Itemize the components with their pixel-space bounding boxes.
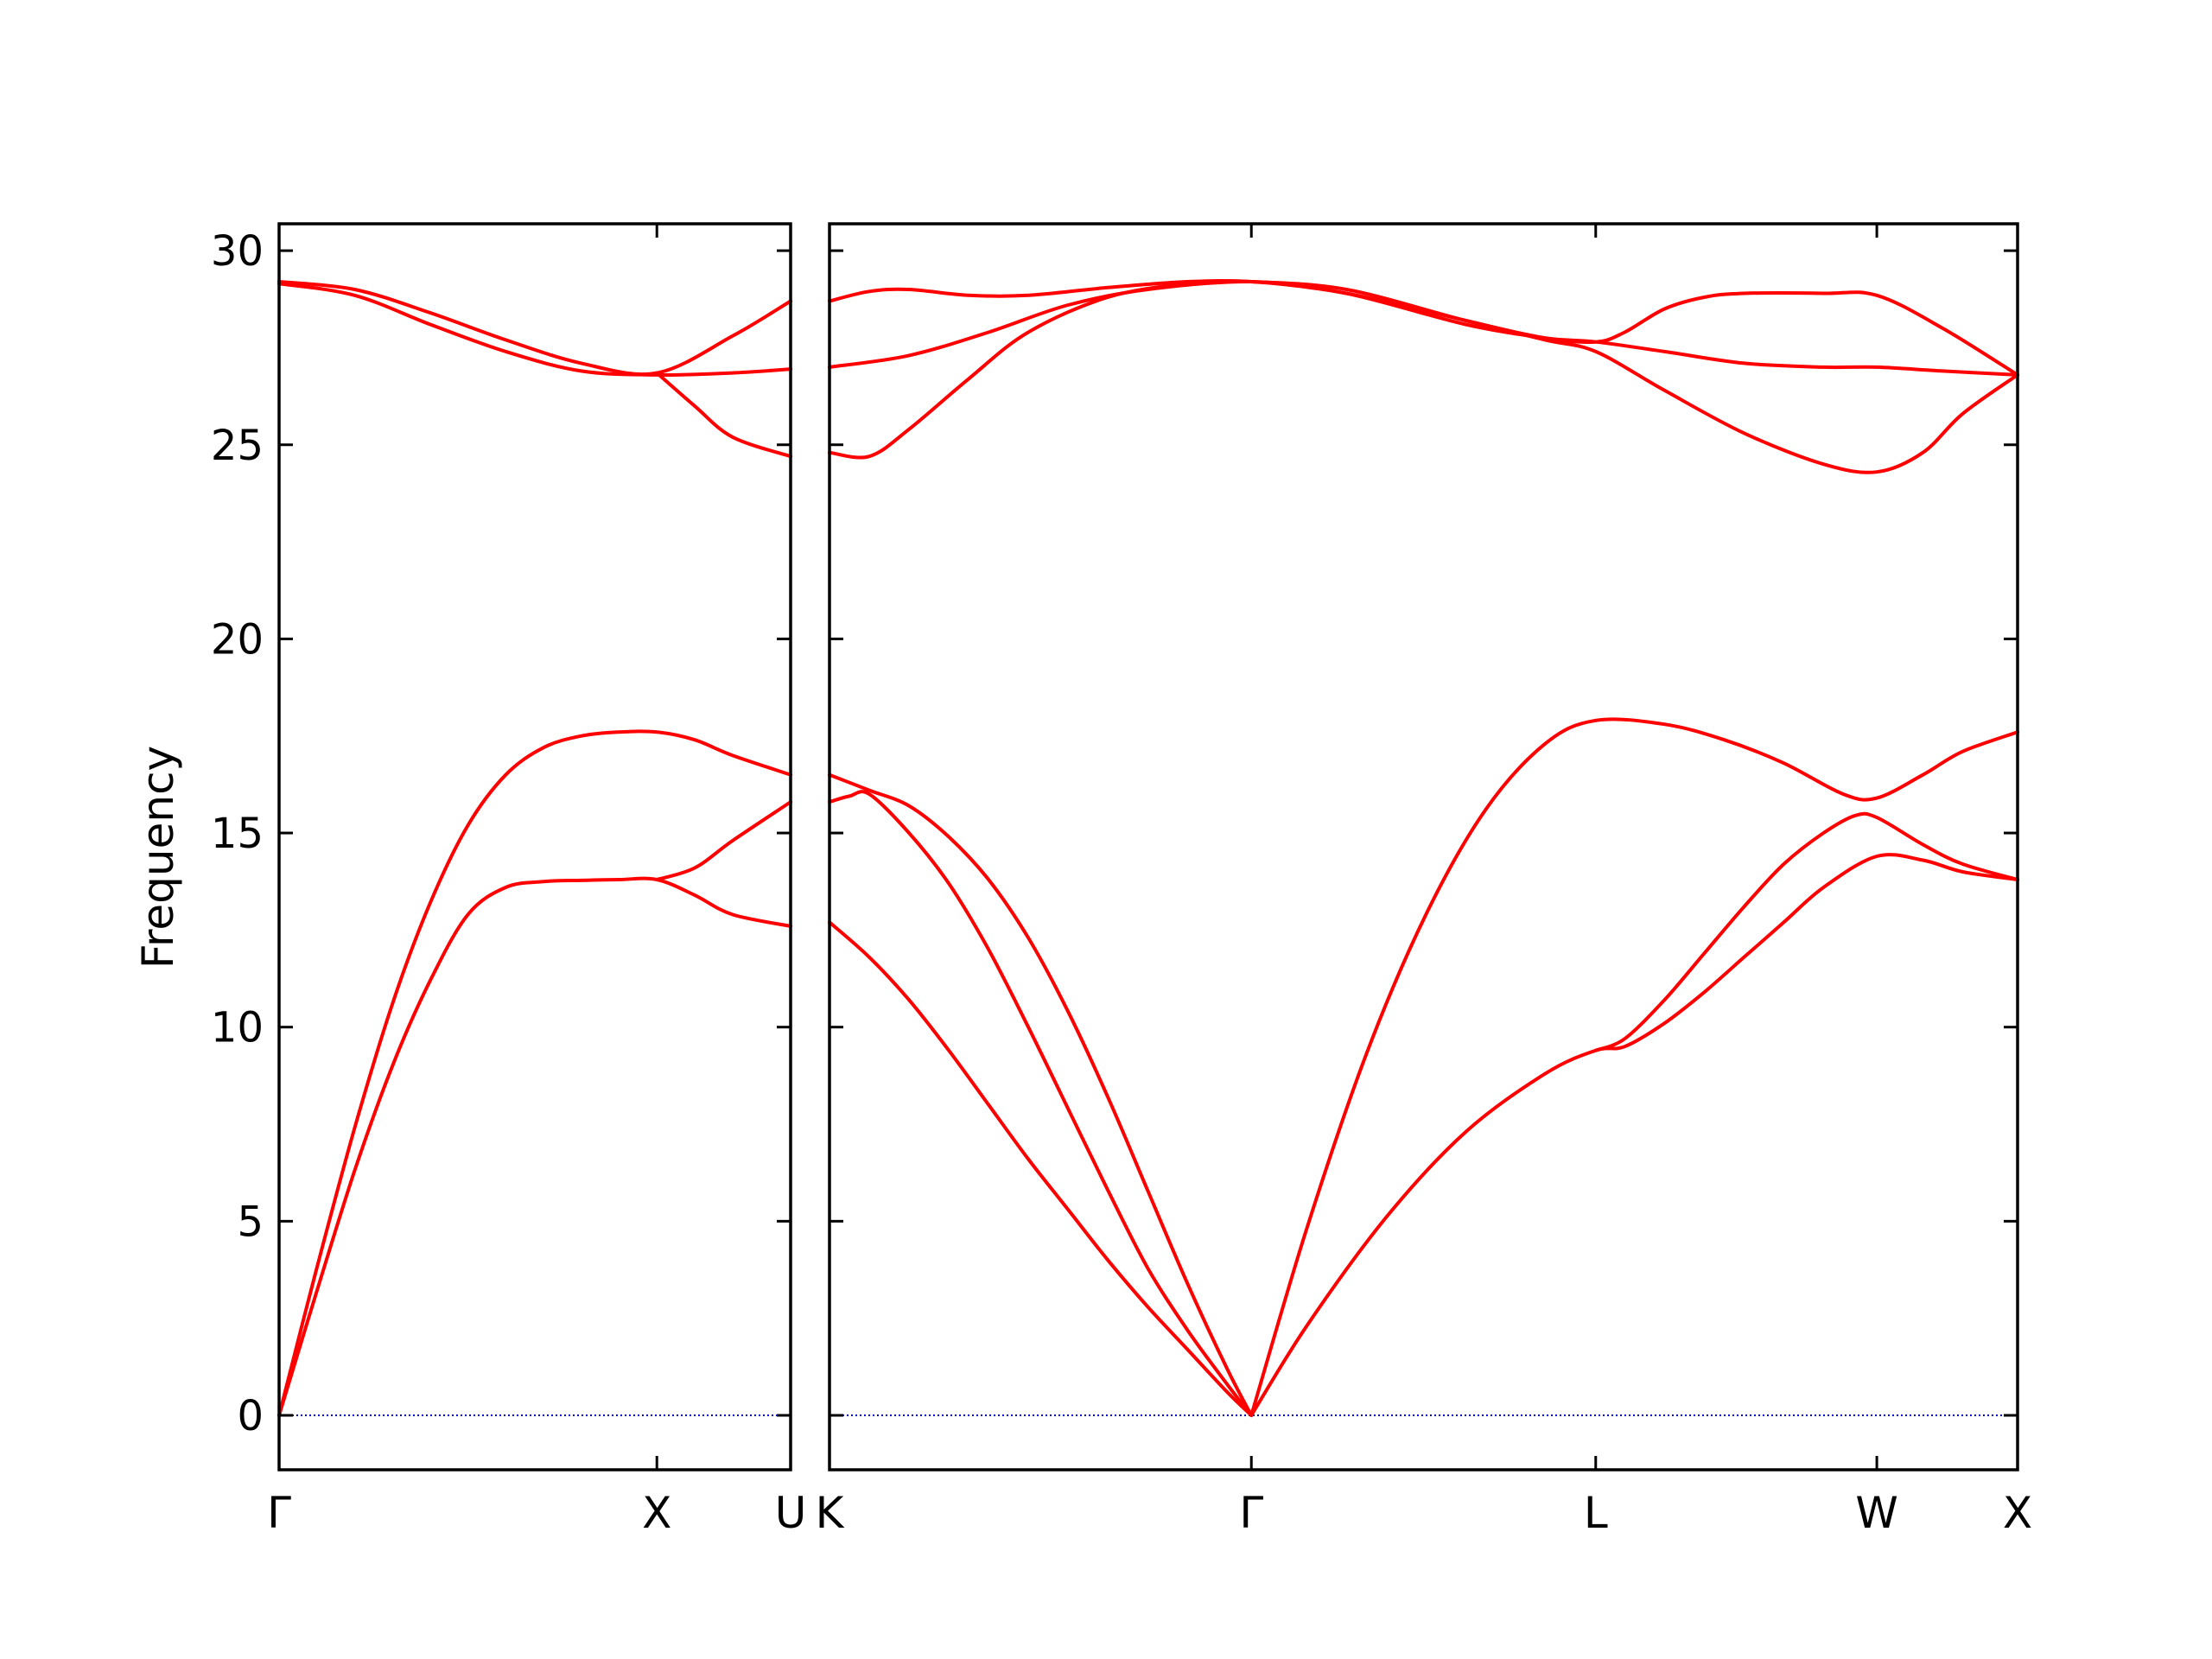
y-tick-label: 15 — [211, 810, 264, 858]
panel-frame — [828, 222, 2019, 1471]
band-1-4 — [277, 282, 792, 377]
band-1-3 — [655, 800, 792, 881]
band-2-9 — [828, 279, 2019, 377]
y-tick-label: 0 — [237, 1392, 264, 1440]
band-2-3 — [828, 772, 1254, 1417]
k-point-label: X — [2003, 1488, 2032, 1538]
k-point-label: Γ — [1239, 1488, 1263, 1538]
k-point-label: U — [775, 1488, 807, 1538]
band-1-1 — [277, 876, 792, 1417]
y-tick-label: 30 — [211, 227, 264, 276]
band-2-5 — [1593, 811, 2019, 1052]
k-point-label: K — [816, 1488, 845, 1538]
band-2-8 — [828, 279, 2019, 377]
y-tick-label: 5 — [237, 1198, 264, 1246]
band-2-6 — [1249, 717, 2019, 1417]
band-1-5 — [277, 280, 792, 377]
band-1-2 — [277, 729, 792, 1417]
y-axis-label: Frequency — [133, 746, 183, 969]
panel-1: 0 5 10 15 20 25 30 Γ X U — [211, 222, 807, 1538]
k-point-label: W — [1855, 1488, 1897, 1538]
y-tick-label: 25 — [211, 422, 264, 470]
k-point-label: X — [642, 1488, 671, 1538]
y-tick-label: 10 — [211, 1004, 264, 1052]
k-point-label: L — [1584, 1488, 1608, 1538]
panel-frame — [277, 222, 792, 1471]
panels-layer: 0 5 10 15 20 25 30 Γ X U K Γ L W X — [211, 222, 2032, 1538]
band-2-1 — [828, 920, 1254, 1417]
k-point-label: Γ — [267, 1488, 291, 1538]
band-1-6 — [655, 371, 792, 459]
y-tick-label: 20 — [211, 615, 264, 664]
band-2-2 — [828, 790, 1254, 1417]
band-2-4 — [1249, 853, 2019, 1417]
